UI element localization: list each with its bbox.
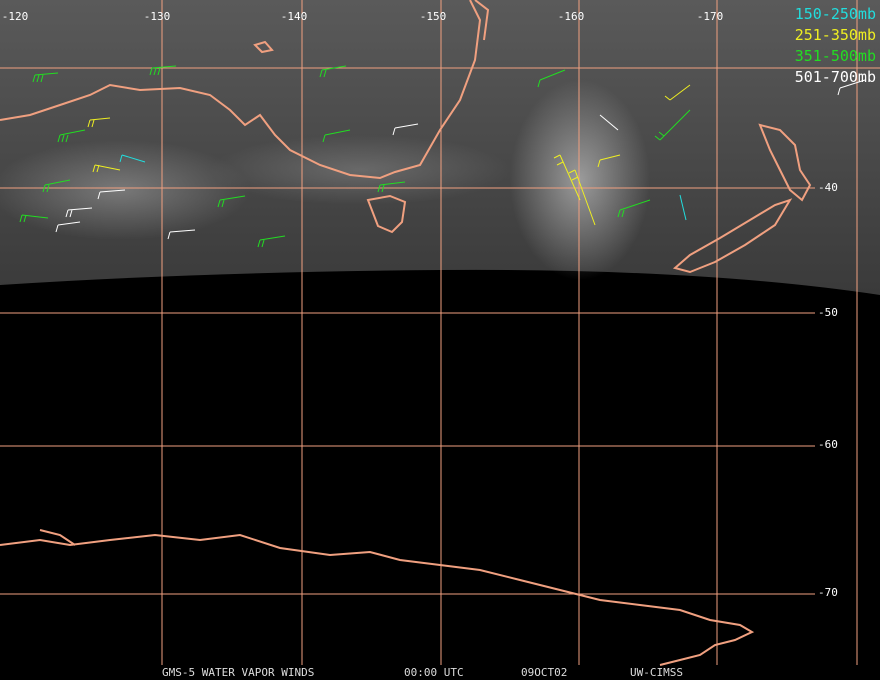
latitude-label: -40 (818, 181, 838, 194)
longitude-label: -120 (2, 10, 29, 23)
island (253, 40, 274, 54)
wind-barbs (19, 65, 866, 248)
latitude-label: -70 (818, 586, 838, 599)
wind-barb (32, 72, 59, 83)
coastline (39, 529, 76, 546)
wind-barb (97, 189, 126, 200)
coastline (0, 0, 482, 180)
longitude-label: -150 (420, 10, 447, 23)
legend: 150-250mb 251-350mb 351-500mb 501-700mb (795, 5, 876, 86)
longitude-label: -160 (558, 10, 585, 23)
wind-barb (92, 164, 121, 173)
antarctic-coast (0, 533, 755, 666)
longitude-label: -140 (281, 10, 308, 23)
island (758, 123, 812, 202)
cloud-band (210, 135, 510, 205)
legend-entry: 351-500mb (795, 47, 876, 65)
wind-barb (65, 207, 93, 218)
graticule (0, 0, 880, 665)
wind-barb (257, 235, 286, 248)
legend-entry: 150-250mb (795, 5, 876, 23)
wind-barb (597, 154, 621, 168)
footer-date: 09OCT02 (521, 666, 567, 679)
wind-barb (167, 229, 196, 240)
longitude-label: -130 (144, 10, 171, 23)
wind-barb (217, 195, 246, 208)
wind-barb (119, 154, 146, 163)
wind-barb (377, 181, 406, 193)
wind-barb (19, 214, 49, 223)
footer-source: UW-CIMSS (630, 666, 683, 679)
wind-barb (42, 179, 71, 193)
cloud-plume (510, 80, 650, 280)
wind-barb (537, 69, 566, 88)
coastline (474, 0, 490, 41)
latitude-label: -50 (818, 306, 838, 319)
wind-barb (87, 117, 111, 128)
latitude-labels: -40 -50 -60 -70 (818, 181, 838, 599)
latitude-label: -60 (818, 438, 838, 451)
wind-barb (319, 65, 347, 78)
wind-barb (617, 199, 651, 218)
wind-barb (664, 84, 691, 101)
wind-barb (679, 194, 687, 221)
legend-entry: 501-700mb (795, 68, 876, 86)
wind-barb (568, 169, 596, 226)
wind-barb (149, 65, 177, 76)
wind-barb (599, 114, 619, 131)
island (672, 198, 793, 274)
legend-entry: 251-350mb (795, 26, 876, 44)
wind-barb (553, 154, 581, 201)
footer: GMS-5 WATER VAPOR WINDS 00:00 UTC 09OCT0… (162, 666, 683, 679)
island (366, 194, 407, 234)
wind-barb (57, 129, 86, 143)
longitude-label: -170 (697, 10, 724, 23)
coastlines (0, 0, 812, 666)
footer-time: 00:00 UTC (404, 666, 464, 679)
wind-barb (837, 79, 866, 96)
wind-barb (392, 123, 419, 136)
wind-barb (55, 221, 81, 233)
wind-barb (322, 129, 351, 143)
wind-barb (654, 109, 691, 141)
footer-title: GMS-5 WATER VAPOR WINDS (162, 666, 314, 679)
longitude-labels: -120 -130 -140 -150 -160 -170 (2, 10, 724, 23)
